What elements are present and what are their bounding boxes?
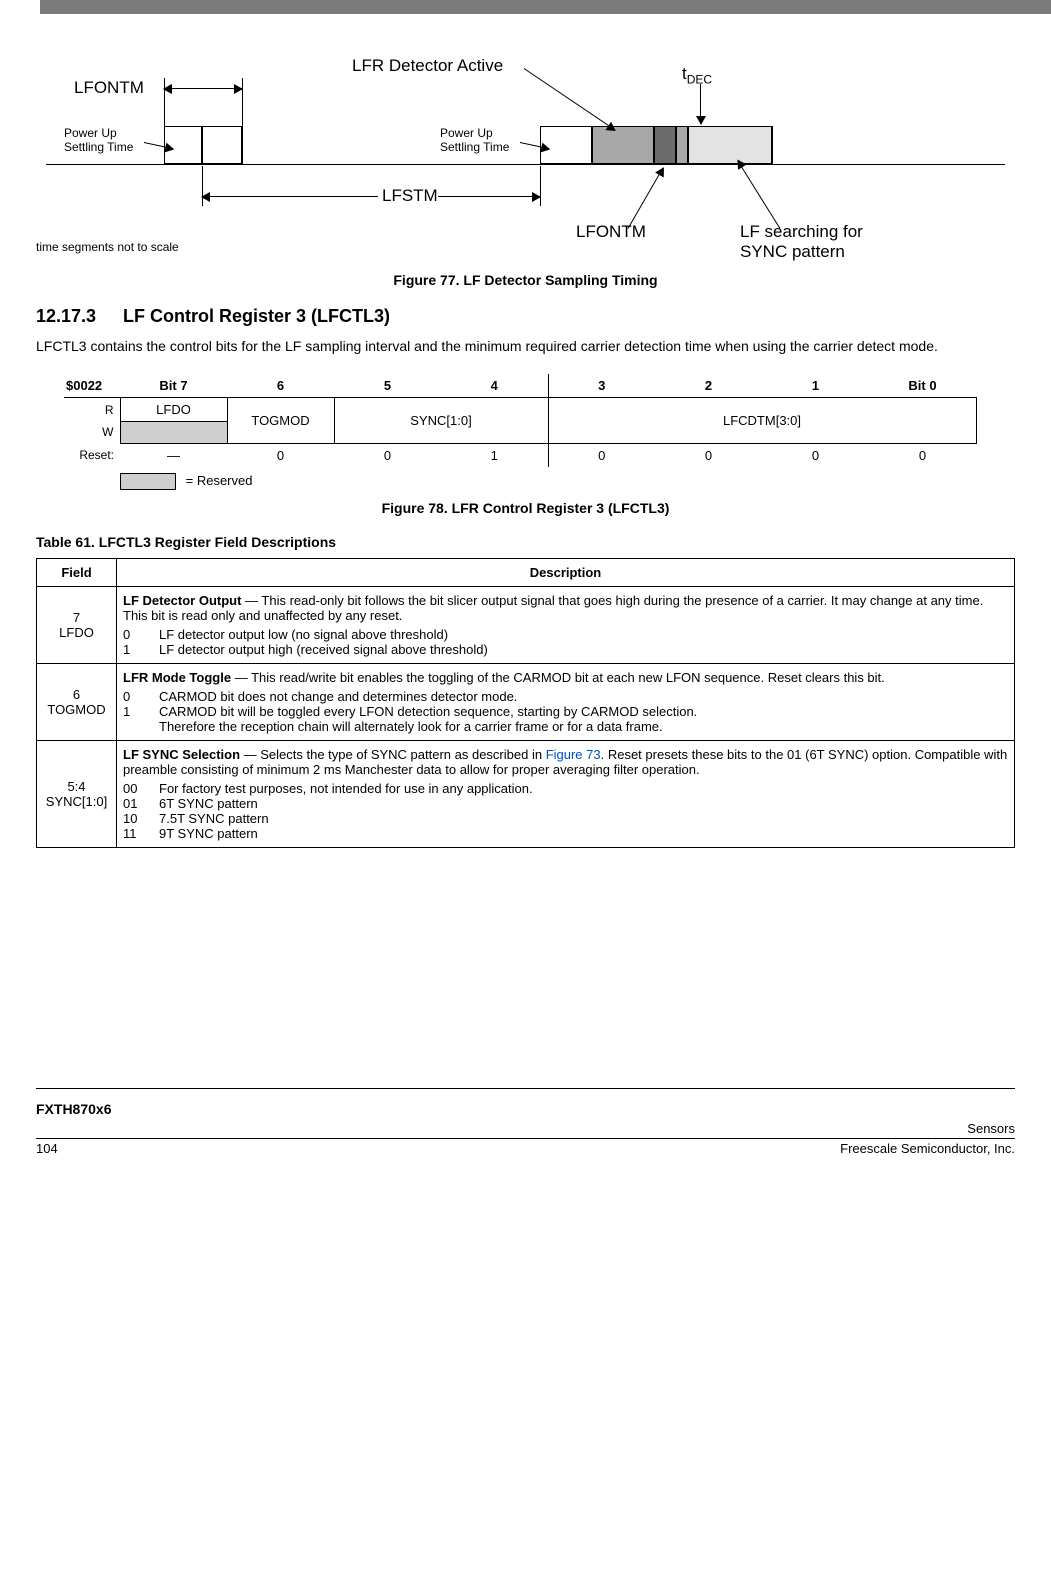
table61-hdr-desc: Description: [117, 558, 1015, 586]
register-bit-header: $0022 Bit 7 6 5 4 3 2 1 Bit 0: [64, 374, 976, 398]
register-read-row: R LFDO TOGMOD SYNC[1:0] LFCDTM[3:0]: [64, 397, 976, 421]
table-row: 5:4 SYNC[1:0] LF SYNC Selection — Select…: [37, 740, 1015, 847]
label-powerup-1b: Settling Time: [64, 140, 133, 154]
label-sync-2: SYNC pattern: [740, 242, 845, 262]
header-greybar: [40, 0, 1051, 14]
label-powerup-2b: Settling Time: [440, 140, 509, 154]
footer-right2: Freescale Semiconductor, Inc.: [840, 1141, 1015, 1156]
label-tdec: tDEC: [682, 64, 712, 86]
register-layout: $0022 Bit 7 6 5 4 3 2 1 Bit 0 R LFDO TOG…: [64, 374, 1015, 494]
figure77-caption: Figure 77. LF Detector Sampling Timing: [36, 272, 1015, 288]
timing-diagram: LFONTM LFR Detector Active tDEC Power Up…: [36, 34, 1015, 264]
reserved-swatch: [120, 473, 176, 490]
footer-right1: Sensors: [967, 1121, 1015, 1136]
label-lfr-active: LFR Detector Active: [352, 56, 503, 76]
label-sync-1: LF searching for: [740, 222, 863, 242]
section-number: 12.17.3: [36, 306, 118, 327]
table61-hdr-field: Field: [37, 558, 117, 586]
table61-title: Table 61. LFCTL3 Register Field Descript…: [36, 534, 1015, 550]
table61: Field Description 7 LFDO LF Detector Out…: [36, 558, 1015, 848]
section-heading: 12.17.3 LF Control Register 3 (LFCTL3): [36, 306, 1015, 327]
label-lfontm-2: LFONTM: [576, 222, 646, 242]
label-lfontm: LFONTM: [74, 78, 144, 98]
label-powerup-1a: Power Up: [64, 126, 117, 140]
section-paragraph: LFCTL3 contains the control bits for the…: [36, 337, 1015, 356]
table-row: 7 LFDO LF Detector Output — This read-on…: [37, 586, 1015, 663]
section-title: LF Control Register 3 (LFCTL3): [123, 306, 390, 326]
table-row: 6 TOGMOD LFR Mode Toggle — This read/wri…: [37, 663, 1015, 740]
field-sync: SYNC[1:0]: [334, 397, 548, 443]
doc-id: FXTH870x6: [36, 1101, 1015, 1117]
figure78-caption: Figure 78. LFR Control Register 3 (LFCTL…: [36, 500, 1015, 516]
label-note: time segments not to scale: [36, 240, 179, 254]
field-lfdo-write-reserved: [120, 421, 227, 443]
field-lfcdtm: LFCDTM[3:0]: [548, 397, 976, 443]
register-reset-row: Reset: — 0 0 1 0 0 0 0: [64, 443, 976, 467]
label-lfstm: LFSTM: [382, 186, 438, 206]
page-footer: FXTH870x6 Sensors 104 Freescale Semicond…: [36, 1088, 1015, 1158]
register-address: $0022: [64, 374, 120, 398]
field-lfdo: LFDO: [120, 397, 227, 421]
register-reserved-legend: = Reserved: [64, 467, 976, 494]
footer-page: 104: [36, 1141, 58, 1156]
field-togmod: TOGMOD: [227, 397, 334, 443]
label-powerup-2a: Power Up: [440, 126, 493, 140]
link-figure73[interactable]: Figure 73: [546, 747, 601, 762]
